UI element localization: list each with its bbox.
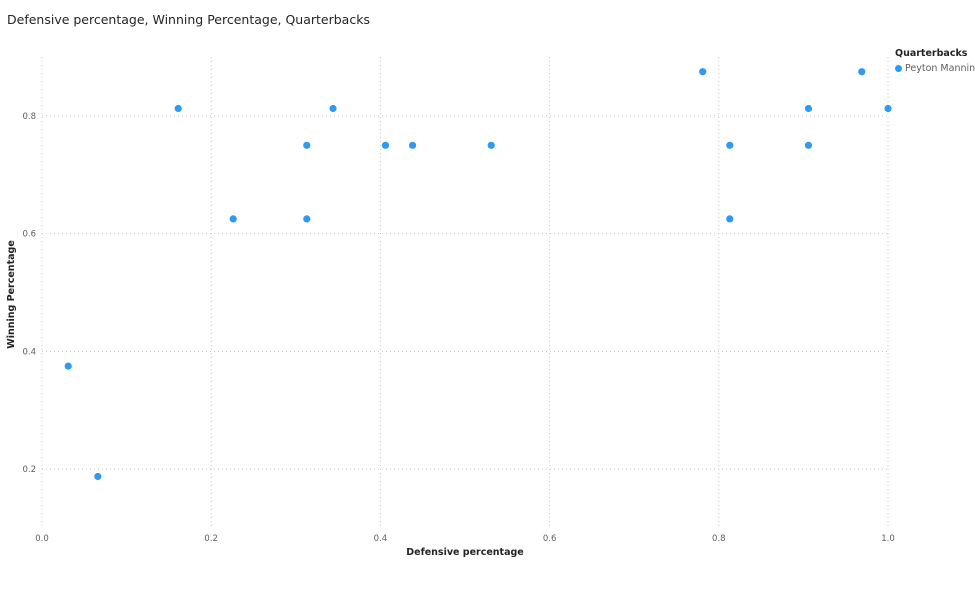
data-point[interactable] bbox=[699, 68, 707, 76]
x-tick-label: 0.6 bbox=[543, 534, 557, 544]
data-point[interactable] bbox=[726, 215, 734, 223]
data-point[interactable] bbox=[94, 472, 102, 481]
legend-item-peyton-manning[interactable]: Peyton Manning bbox=[895, 63, 975, 74]
data-point[interactable] bbox=[381, 141, 390, 149]
data-point[interactable] bbox=[726, 141, 734, 149]
x-tick-label: 0.4 bbox=[374, 534, 388, 544]
y-tick-label: 0.6 bbox=[22, 230, 36, 240]
x-axis-ticks: 0.0 0.2 0.4 0.6 0.8 1.0 bbox=[35, 534, 895, 544]
data-point[interactable] bbox=[487, 141, 495, 149]
x-axis-title: Defensive percentage bbox=[406, 547, 523, 558]
data-point[interactable] bbox=[229, 215, 237, 223]
data-point[interactable] bbox=[64, 362, 72, 370]
x-tick-label: 0.2 bbox=[204, 534, 218, 544]
y-tick-label: 0.4 bbox=[22, 347, 36, 357]
chart-title: Defensive percentage, Winning Percentage… bbox=[7, 12, 370, 27]
x-tick-label: 0.8 bbox=[712, 534, 726, 544]
data-point[interactable] bbox=[884, 104, 892, 113]
data-point[interactable] bbox=[329, 104, 337, 113]
x-tick-label: 1.0 bbox=[881, 534, 895, 544]
data-point[interactable] bbox=[303, 215, 311, 223]
y-axis-ticks: 0.2 0.4 0.6 0.8 bbox=[22, 112, 36, 475]
legend-label: Peyton Manning bbox=[905, 63, 975, 74]
data-point[interactable] bbox=[804, 104, 813, 113]
y-tick-label: 0.2 bbox=[22, 465, 36, 475]
x-tick-label: 0.0 bbox=[35, 534, 49, 544]
legend-marker-icon bbox=[895, 65, 902, 72]
y-tick-label: 0.8 bbox=[22, 112, 36, 122]
data-point[interactable] bbox=[303, 141, 311, 149]
data-point[interactable] bbox=[804, 141, 813, 149]
y-axis-title: Winning Percentage bbox=[6, 240, 17, 349]
gridlines bbox=[41, 57, 889, 528]
data-point[interactable] bbox=[858, 68, 866, 76]
data-point[interactable] bbox=[174, 104, 182, 113]
data-points bbox=[64, 68, 892, 481]
legend: Quarterbacks Peyton Manning bbox=[895, 48, 975, 74]
legend-title: Quarterbacks bbox=[895, 48, 968, 59]
data-point[interactable] bbox=[408, 141, 417, 149]
